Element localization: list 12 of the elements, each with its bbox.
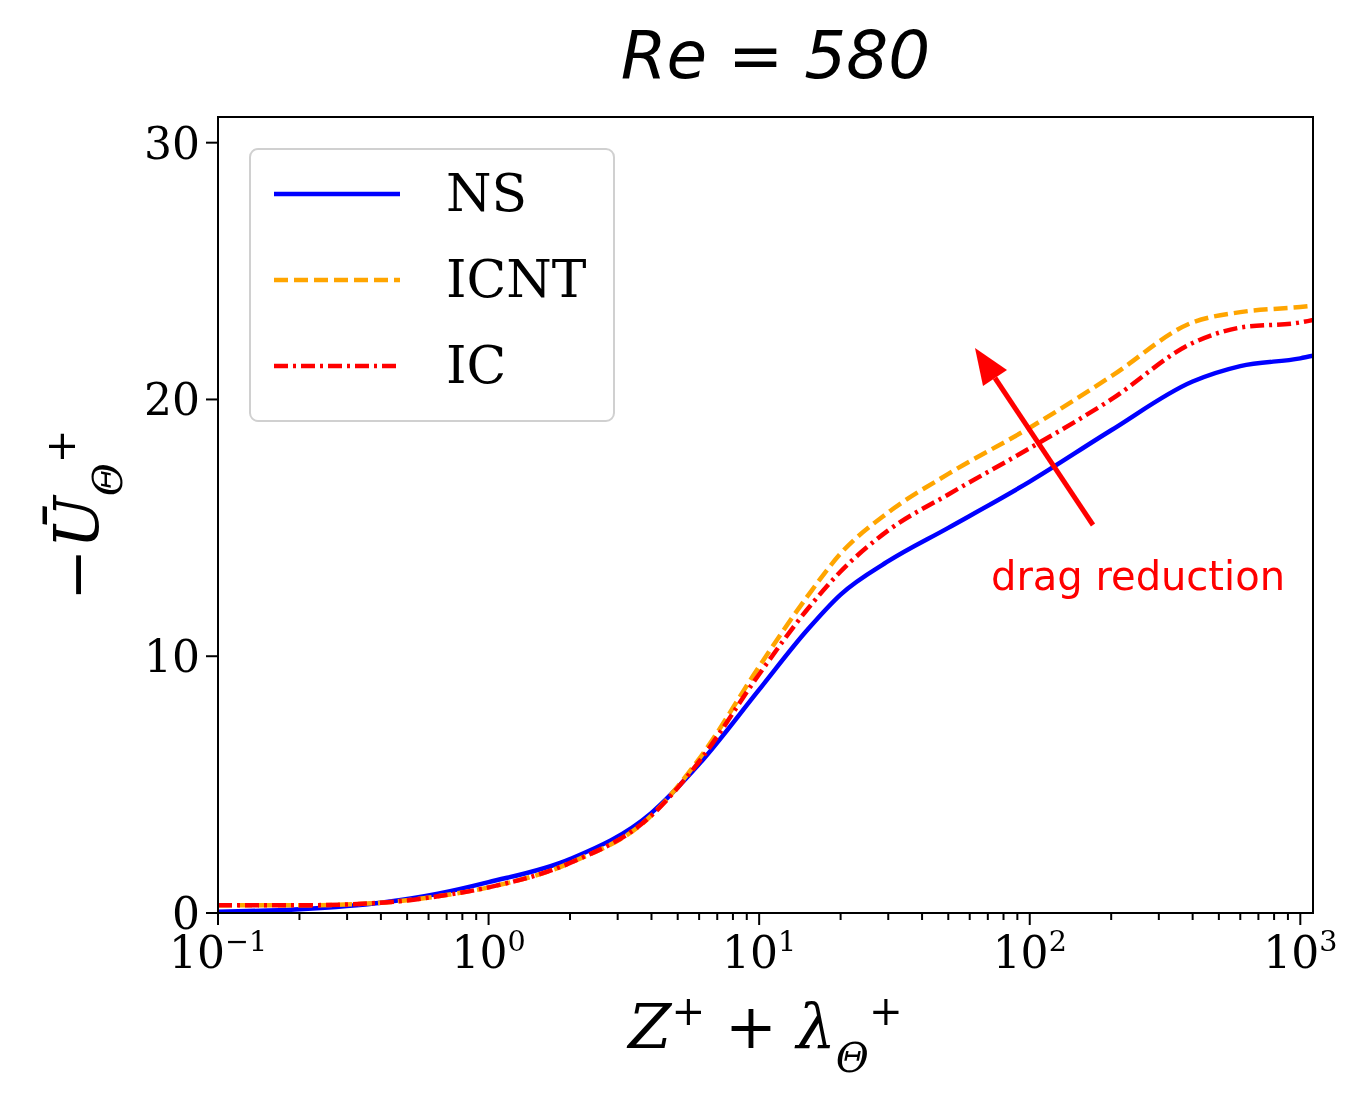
y-tick-label: 20: [144, 374, 200, 426]
x-tick-label: 10$^{1}$: [722, 924, 797, 978]
annotation: drag reduction: [991, 553, 1285, 599]
x-tick-label: 10$^{0}$: [451, 924, 526, 978]
y-tick-label: 10: [144, 631, 200, 683]
legend-label: IC: [446, 335, 507, 395]
legend-label: NS: [446, 163, 528, 223]
x-tick-label: 10$^{2}$: [992, 924, 1067, 978]
y-tick-label: 30: [144, 117, 200, 169]
x-tick-label: 10$^{3}$: [1263, 924, 1338, 978]
chart-title: Re = 580: [620, 17, 931, 94]
legend-label: ICNT: [446, 249, 587, 309]
